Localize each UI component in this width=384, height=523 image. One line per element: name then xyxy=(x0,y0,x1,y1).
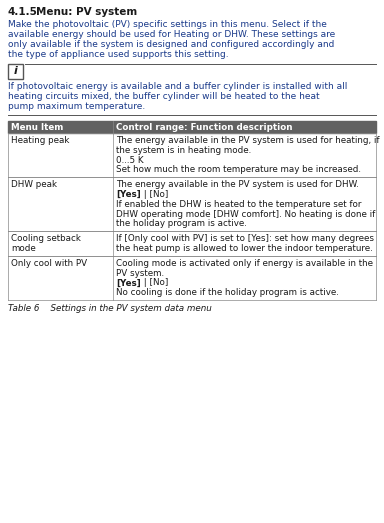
Text: 4.1.5: 4.1.5 xyxy=(8,7,38,17)
Text: PV system.: PV system. xyxy=(116,269,164,278)
Text: the type of appliance used supports this setting.: the type of appliance used supports this… xyxy=(8,50,228,59)
Text: The energy available in the PV system is used for heating, if: The energy available in the PV system is… xyxy=(116,136,379,145)
Text: Table 6    Settings in the PV system data menu: Table 6 Settings in the PV system data m… xyxy=(8,304,212,313)
Text: Only cool with PV: Only cool with PV xyxy=(11,259,87,268)
Text: mode: mode xyxy=(11,244,36,253)
Text: Cooling setback: Cooling setback xyxy=(11,234,81,243)
Text: If enabled the DHW is heated to the temperature set for: If enabled the DHW is heated to the temp… xyxy=(116,200,361,209)
Text: Make the photovoltaic (PV) specific settings in this menu. Select if the: Make the photovoltaic (PV) specific sett… xyxy=(8,20,327,29)
Text: 0...5 K: 0...5 K xyxy=(116,156,144,165)
Text: Control range: Function description: Control range: Function description xyxy=(116,123,292,132)
Text: If [Only cool with PV] is set to [Yes]: set how many degrees: If [Only cool with PV] is set to [Yes]: … xyxy=(116,234,374,243)
Text: [Yes]: [Yes] xyxy=(116,190,141,199)
Text: Heating peak: Heating peak xyxy=(11,136,70,145)
Text: i: i xyxy=(13,66,17,76)
Text: Menu: PV system: Menu: PV system xyxy=(36,7,137,17)
Bar xyxy=(8,121,376,133)
Text: Cooling mode is activated only if energy is available in the: Cooling mode is activated only if energy… xyxy=(116,259,373,268)
Text: | [No]: | [No] xyxy=(141,190,168,199)
Text: | [No]: | [No] xyxy=(141,278,168,288)
Text: Menu Item: Menu Item xyxy=(11,123,63,132)
Bar xyxy=(8,64,23,79)
Text: DHW operating mode [DHW comfort]. No heating is done if: DHW operating mode [DHW comfort]. No hea… xyxy=(116,210,375,219)
Text: DHW peak: DHW peak xyxy=(11,180,57,189)
Text: [Yes]: [Yes] xyxy=(116,278,141,288)
Text: only available if the system is designed and configured accordingly and: only available if the system is designed… xyxy=(8,40,334,49)
Text: the system is in heating mode.: the system is in heating mode. xyxy=(116,146,251,155)
Text: available energy should be used for Heating or DHW. These settings are: available energy should be used for Heat… xyxy=(8,30,335,39)
Text: pump maximum temperature.: pump maximum temperature. xyxy=(8,102,145,111)
Text: The energy available in the PV system is used for DHW.: The energy available in the PV system is… xyxy=(116,180,359,189)
Text: If photovoltaic energy is available and a buffer cylinder is installed with all: If photovoltaic energy is available and … xyxy=(8,82,348,91)
Text: the heat pump is allowed to lower the indoor temperature.: the heat pump is allowed to lower the in… xyxy=(116,244,372,253)
Text: No cooling is done if the holiday program is active.: No cooling is done if the holiday progra… xyxy=(116,288,339,297)
Text: heating circuits mixed, the buffer cylinder will be heated to the heat: heating circuits mixed, the buffer cylin… xyxy=(8,92,319,101)
Text: the holiday program is active.: the holiday program is active. xyxy=(116,220,247,229)
Text: Set how much the room temperature may be increased.: Set how much the room temperature may be… xyxy=(116,165,361,174)
